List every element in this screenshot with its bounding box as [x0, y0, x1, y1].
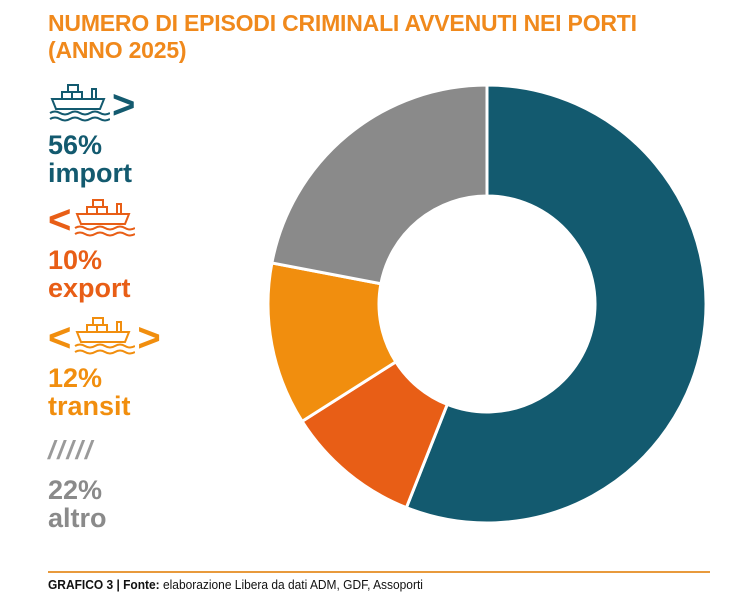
donut-slice-import	[404, 83, 708, 525]
legend-percent: 56%	[48, 130, 103, 160]
footer-divider	[48, 571, 710, 573]
legend-label: export	[48, 273, 131, 303]
legend-icons: < >	[48, 316, 161, 361]
ship-icon	[48, 83, 111, 128]
ship-icon	[73, 316, 136, 361]
chart-title: NUMERO DI EPISODI CRIMINALI AVVENUTI NEI…	[48, 10, 637, 64]
chevron-left-icon: <	[48, 316, 72, 360]
legend-icons: >	[48, 83, 136, 128]
legend-label: transit	[48, 391, 131, 421]
legend-label: altro	[48, 503, 107, 533]
chevron-left-icon: <	[48, 198, 72, 242]
legend-label: import	[48, 158, 132, 188]
title-line-1: NUMERO DI EPISODI CRIMINALI AVVENUTI NEI…	[48, 10, 637, 36]
legend-item-import: >56% import	[48, 83, 136, 188]
legend-item-transit: < >12% transit	[48, 316, 161, 421]
legend-item-export: <10% export	[48, 198, 136, 303]
slashes-icon: /////	[48, 435, 95, 465]
figure-label: GRAFICO 3 |	[48, 577, 124, 592]
title-line-2: (ANNO 2025)	[48, 37, 187, 63]
chevron-right-icon: >	[137, 316, 161, 360]
source-label: Fonte:	[123, 577, 160, 592]
ship-icon	[73, 198, 136, 243]
legend-item-altro: ///// 22% altro	[48, 430, 107, 532]
legend-percent: 12%	[48, 363, 103, 393]
legend-icons: <	[48, 198, 136, 243]
footer-caption: GRAFICO 3 | Fonte: elaborazione Libera d…	[48, 577, 423, 592]
legend-percent: 10%	[48, 245, 103, 275]
donut-slice-altro	[270, 83, 489, 286]
legend-percent: 22%	[48, 475, 103, 505]
source-text: elaborazione Libera da dati ADM, GDF, As…	[159, 577, 423, 592]
chevron-right-icon: >	[112, 83, 136, 127]
